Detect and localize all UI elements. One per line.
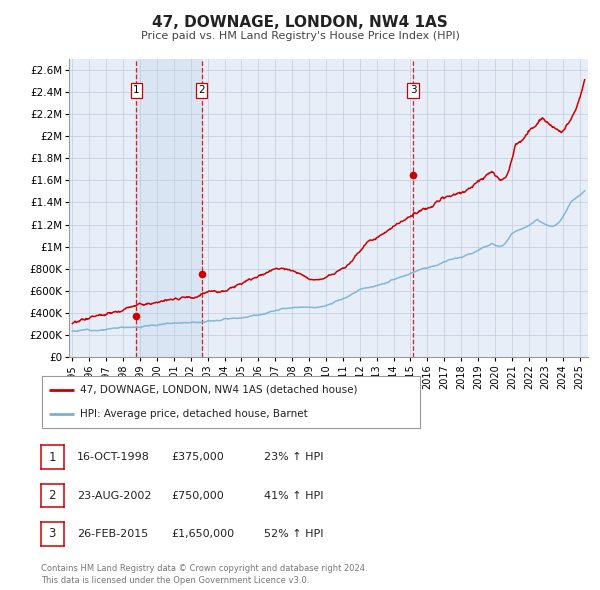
Text: Contains HM Land Registry data © Crown copyright and database right 2024.
This d: Contains HM Land Registry data © Crown c… [41, 565, 367, 585]
Bar [136, 59, 202, 357]
Text: Price paid vs. HM Land Registry's House Price Index (HPI): Price paid vs. HM Land Registry's House … [140, 31, 460, 41]
Text: 3: 3 [410, 86, 416, 95]
Text: 1: 1 [49, 451, 56, 464]
Text: 16-OCT-1998: 16-OCT-1998 [77, 453, 149, 462]
Text: £1,650,000: £1,650,000 [171, 529, 234, 539]
Text: HPI: Average price, detached house, Barnet: HPI: Average price, detached house, Barn… [80, 409, 308, 419]
Text: 26-FEB-2015: 26-FEB-2015 [77, 529, 148, 539]
Text: £750,000: £750,000 [171, 491, 224, 500]
Text: 2: 2 [198, 86, 205, 95]
Text: 1: 1 [133, 86, 140, 95]
Text: £375,000: £375,000 [171, 453, 224, 462]
Text: 52% ↑ HPI: 52% ↑ HPI [264, 529, 323, 539]
Text: 2: 2 [49, 489, 56, 502]
Text: 47, DOWNAGE, LONDON, NW4 1AS (detached house): 47, DOWNAGE, LONDON, NW4 1AS (detached h… [80, 385, 358, 395]
Text: 47, DOWNAGE, LONDON, NW4 1AS: 47, DOWNAGE, LONDON, NW4 1AS [152, 15, 448, 30]
Text: 41% ↑ HPI: 41% ↑ HPI [264, 491, 323, 500]
Text: 3: 3 [49, 527, 56, 540]
Text: 23-AUG-2002: 23-AUG-2002 [77, 491, 151, 500]
Text: 23% ↑ HPI: 23% ↑ HPI [264, 453, 323, 462]
